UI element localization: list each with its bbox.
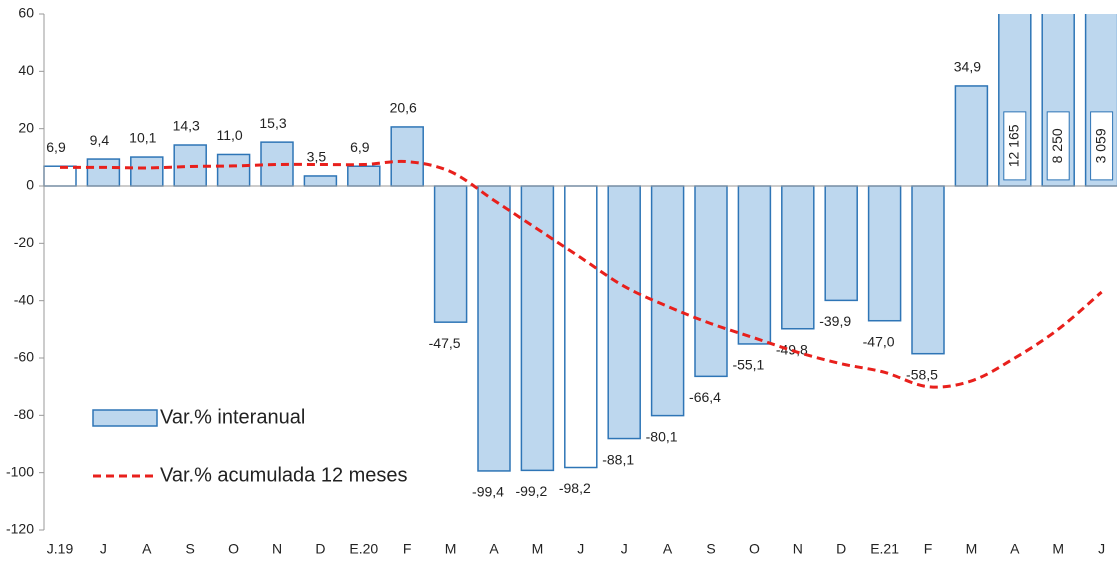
value-label: -80,1 [646,428,678,444]
bar [650,185,685,417]
value-label: 34,9 [954,59,981,75]
bar [954,85,989,187]
x-tick-label: F [924,541,933,557]
y-tick-label: -120 [6,521,34,537]
x-tick-label: E.20 [349,541,378,557]
x-tick-label: M [445,541,457,557]
x-tick-label: J [100,541,107,557]
value-label: -47,5 [429,335,461,351]
value-label: -99,2 [515,483,547,499]
bar [303,175,338,187]
bar [694,185,728,378]
y-tick-label: -100 [6,463,34,479]
x-tick-label: A [663,541,673,557]
bar [824,185,858,302]
y-tick-label: 40 [18,62,34,78]
y-tick-label: -40 [14,291,34,307]
bar [390,126,424,187]
y-tick-label: 0 [26,177,34,193]
value-label: 3 059 [1092,128,1108,163]
y-tick-label: -80 [14,406,34,422]
x-tick-label: J [577,541,584,557]
bar [781,185,815,330]
value-label: 9,4 [90,132,110,148]
bar [607,185,641,440]
value-label-box [1090,111,1114,181]
x-tick-label: O [749,541,760,557]
value-label: -58,5 [906,366,938,382]
value-label: -98,2 [559,480,591,496]
bar [477,185,511,472]
value-label: -49,8 [776,341,808,357]
x-tick-label: M [532,541,544,557]
legend-swatch [92,409,158,427]
value-label: 3,5 [307,149,327,165]
x-tick-label: F [403,541,412,557]
x-tick-label: S [186,541,195,557]
x-tick-label: M [966,541,978,557]
x-tick-label: A [1010,541,1020,557]
legend-label: Var.% acumulada 12 meses [160,464,408,486]
bar [216,153,251,187]
value-label: 6,9 [46,139,66,155]
bar [867,185,902,322]
value-label: 10,1 [129,130,156,146]
x-tick-label: J [621,541,628,557]
x-tick-label: D [836,541,846,557]
x-tick-label: N [272,541,282,557]
x-tick-label: O [228,541,239,557]
bar [737,185,772,345]
bar [43,165,77,187]
bar [347,165,381,187]
y-tick-label: -20 [14,234,34,250]
value-label: -99,4 [472,484,504,500]
x-tick-label: M [1052,541,1064,557]
y-tick-label: 60 [18,5,34,21]
value-label: 14,3 [173,118,200,134]
x-tick-label: J [1098,541,1105,557]
y-tick-label: -60 [14,349,34,365]
value-label: 6,9 [350,139,370,155]
bar [86,158,121,187]
x-tick-label: D [315,541,325,557]
bar [520,185,555,472]
line [59,159,1103,389]
value-label-box [1046,111,1070,181]
x-tick-label: A [142,541,152,557]
bar [130,156,164,187]
x-tick-label: E.21 [870,541,899,557]
bar [911,185,945,355]
legend-label: Var.% interanual [160,406,305,428]
value-label: -47,0 [863,333,895,349]
x-tick-label: N [793,541,803,557]
value-label: 8 250 [1049,128,1065,163]
value-label: 15,3 [259,115,286,131]
value-label: 11,0 [216,127,242,143]
x-tick-label: S [706,541,715,557]
x-tick-label: A [489,541,499,557]
y-tick-label: 20 [18,119,34,135]
value-label: -88,1 [602,451,634,467]
value-label: -55,1 [732,357,764,373]
bar [564,185,598,469]
value-label: 20,6 [390,100,417,116]
value-label: 12 165 [1006,124,1022,167]
value-label-box [1003,111,1027,181]
value-label: -39,9 [819,313,851,329]
value-label: -66,4 [689,389,721,405]
x-tick-label: J.19 [47,541,74,557]
bar [433,185,468,323]
